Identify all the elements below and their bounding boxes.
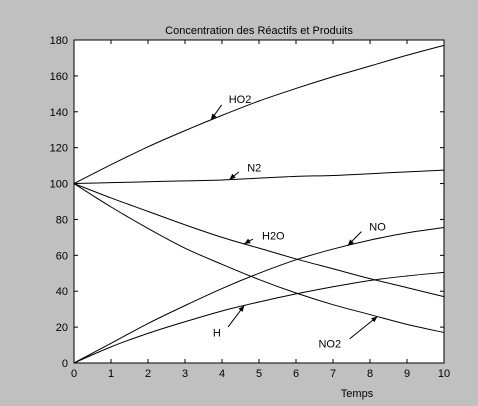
y-tick-label: 120 (50, 143, 68, 155)
annotation-label-no2: NO2 (318, 338, 341, 350)
y-tick-label: 20 (56, 322, 68, 334)
y-tick-label: 180 (50, 35, 68, 47)
series-line-h (73, 271, 445, 364)
series-line-ho2 (73, 44, 445, 185)
annotation-arrowhead-h (238, 305, 245, 312)
y-tick-label: 140 (50, 107, 68, 119)
annotation-label-n2: N2 (247, 162, 261, 174)
y-tick-label: 40 (56, 286, 68, 298)
chart-title: Concentration des Réactifs et Produits (165, 25, 353, 37)
series-line-n2 (73, 169, 445, 185)
annotation-layer: HO2 N2 H2O NO H NO2 (210, 94, 386, 350)
annotation-arrowhead-ho2 (210, 113, 217, 120)
x-tick-label: 10 (438, 368, 450, 380)
x-tick-label: 8 (367, 368, 373, 380)
annotation-arrowhead-no (347, 239, 354, 246)
series-layer (73, 44, 445, 364)
x-axis-label: Temps (341, 388, 374, 400)
x-tick-label: 1 (108, 368, 114, 380)
y-tick-label: 80 (56, 214, 68, 226)
series-line-no2 (73, 183, 445, 333)
annotation-label-ho2: HO2 (229, 94, 252, 106)
annotation-label-h: H (213, 327, 221, 339)
annotation-label-no: NO (369, 222, 386, 234)
x-tick-label: 0 (71, 368, 77, 380)
series-line-h2o (73, 183, 445, 298)
x-tick-label: 3 (182, 368, 188, 380)
annotation-arrowhead-n2 (229, 173, 236, 180)
series-line-no (73, 227, 445, 364)
x-tick-label: 9 (404, 368, 410, 380)
x-tick-label: 2 (145, 368, 151, 380)
annotation-arrowhead-no2 (371, 316, 378, 323)
y-tick-label: 60 (56, 250, 68, 262)
x-tick-label: 4 (219, 368, 225, 380)
y-tick-label: 0 (62, 358, 68, 370)
plot-area (73, 39, 445, 364)
x-tick-label: 5 (256, 368, 262, 380)
annotation-label-h2o: H2O (262, 231, 285, 243)
y-tick-label: 160 (50, 71, 68, 83)
annotation-arrowhead-h2o (244, 238, 251, 244)
y-tick-label: 100 (50, 179, 68, 191)
x-tick-label: 7 (330, 368, 336, 380)
x-tick-label: 6 (293, 368, 299, 380)
